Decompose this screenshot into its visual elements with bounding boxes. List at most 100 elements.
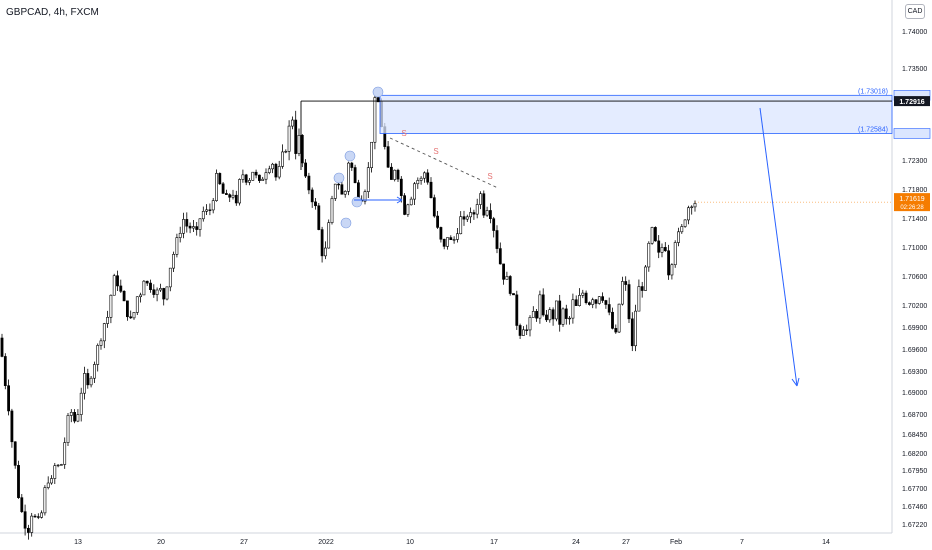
candle-down xyxy=(350,162,354,168)
candle-down xyxy=(482,193,486,216)
candle-down xyxy=(307,175,311,191)
candle-down xyxy=(396,169,400,180)
candle-down xyxy=(17,465,20,498)
candle-up xyxy=(452,239,456,241)
supply-marker-label: S xyxy=(401,129,406,138)
time-tick-label: 10 xyxy=(406,539,414,546)
candle-down xyxy=(389,166,393,180)
candle-down xyxy=(353,167,357,184)
candle-down xyxy=(653,227,657,242)
price-tick-label: 1.67460 xyxy=(902,504,927,511)
candle-down xyxy=(0,337,4,357)
pattern-marker-circle xyxy=(351,196,363,208)
candle-up xyxy=(287,125,291,152)
pattern-marker-circle xyxy=(333,172,345,184)
candle-up xyxy=(198,218,202,230)
candle-down xyxy=(317,205,321,230)
price-tick-label: 1.69600 xyxy=(902,347,927,354)
pattern-marker-circle xyxy=(344,150,356,162)
trendline-dashed xyxy=(389,137,499,189)
price-tick-label: 1.69000 xyxy=(902,390,927,397)
candle-up xyxy=(40,512,44,518)
time-tick-label: 13 xyxy=(74,539,82,546)
zone-bottom-label: (1.72584) xyxy=(858,126,888,133)
candle-down xyxy=(116,275,119,287)
candle-up xyxy=(89,377,93,386)
candle-down xyxy=(20,497,24,512)
candle-up xyxy=(165,286,169,300)
price-tick-label: 1.74000 xyxy=(902,29,927,36)
symbol-title: GBPCAD, 4h, FXCM xyxy=(6,7,99,18)
candle-down xyxy=(492,218,496,231)
candle-down xyxy=(3,356,7,386)
candle-up xyxy=(333,183,337,199)
candle-up xyxy=(617,303,621,333)
candle-down xyxy=(564,308,568,319)
current-price-label: 1.71619 xyxy=(899,196,924,203)
candle-up xyxy=(660,247,664,253)
candle-down xyxy=(545,314,548,321)
candle-up xyxy=(267,168,271,173)
candle-up xyxy=(469,212,473,218)
candle-down xyxy=(630,318,634,347)
candle-down xyxy=(515,294,519,326)
candle-up xyxy=(597,296,601,304)
candle-up xyxy=(132,312,136,319)
candle-down xyxy=(594,299,598,304)
horizontal-arrow-head xyxy=(396,196,403,204)
candle-down xyxy=(495,230,499,249)
price-tick-label: 1.70600 xyxy=(902,274,927,281)
price-tick-label: 1.69900 xyxy=(902,325,927,332)
candle-up xyxy=(79,392,83,415)
candle-up xyxy=(690,206,694,209)
price-tick-label: 1.67950 xyxy=(902,468,927,475)
candle-up xyxy=(135,296,139,313)
countdown-label: 02:26:28 xyxy=(900,205,924,211)
candle-down xyxy=(376,97,380,103)
candle-up xyxy=(406,204,410,215)
candle-up xyxy=(531,311,535,318)
currency-badge[interactable]: CAD xyxy=(905,4,925,19)
zone-top-label: (1.73018) xyxy=(858,88,888,95)
candle-down xyxy=(449,237,453,241)
time-tick-label: 7 xyxy=(740,539,744,546)
candle-up xyxy=(59,464,63,466)
candle-up xyxy=(159,288,162,291)
candle-down xyxy=(587,302,591,305)
price-tick-label: 1.69300 xyxy=(902,369,927,376)
candle-up xyxy=(634,310,638,347)
candle-down xyxy=(472,212,476,215)
candle-up xyxy=(142,280,146,296)
candle-up xyxy=(528,317,532,331)
time-tick-label: 20 xyxy=(157,539,165,546)
candle-up xyxy=(446,237,449,247)
candle-up xyxy=(231,194,235,198)
candle-down xyxy=(145,280,149,284)
candle-up xyxy=(505,276,509,280)
candle-up xyxy=(455,233,459,240)
candle-up xyxy=(50,478,53,484)
time-tick-label: 24 xyxy=(572,539,580,546)
candle-up xyxy=(422,172,426,179)
candle-up xyxy=(548,309,552,321)
pattern-marker-circle xyxy=(372,86,384,98)
candle-down xyxy=(208,209,212,211)
candle-up xyxy=(277,166,281,178)
candle-down xyxy=(502,263,506,280)
candle-up xyxy=(370,141,374,168)
candle-down xyxy=(320,229,324,257)
candle-down xyxy=(119,285,123,292)
candle-up xyxy=(43,487,47,514)
zone-bottom-axis-tag xyxy=(893,128,931,139)
candle-down xyxy=(10,410,14,443)
candle-up xyxy=(538,294,542,319)
candle-up xyxy=(109,294,113,318)
time-axis[interactable]: 13 20 27 2022 10 17 24 27 Feb 7 14 xyxy=(74,539,830,546)
candle-up xyxy=(637,286,641,312)
candle-up xyxy=(591,299,595,305)
candle-down xyxy=(429,181,433,198)
candle-up xyxy=(409,198,413,206)
candle-up xyxy=(112,275,116,296)
candle-down xyxy=(26,527,30,533)
